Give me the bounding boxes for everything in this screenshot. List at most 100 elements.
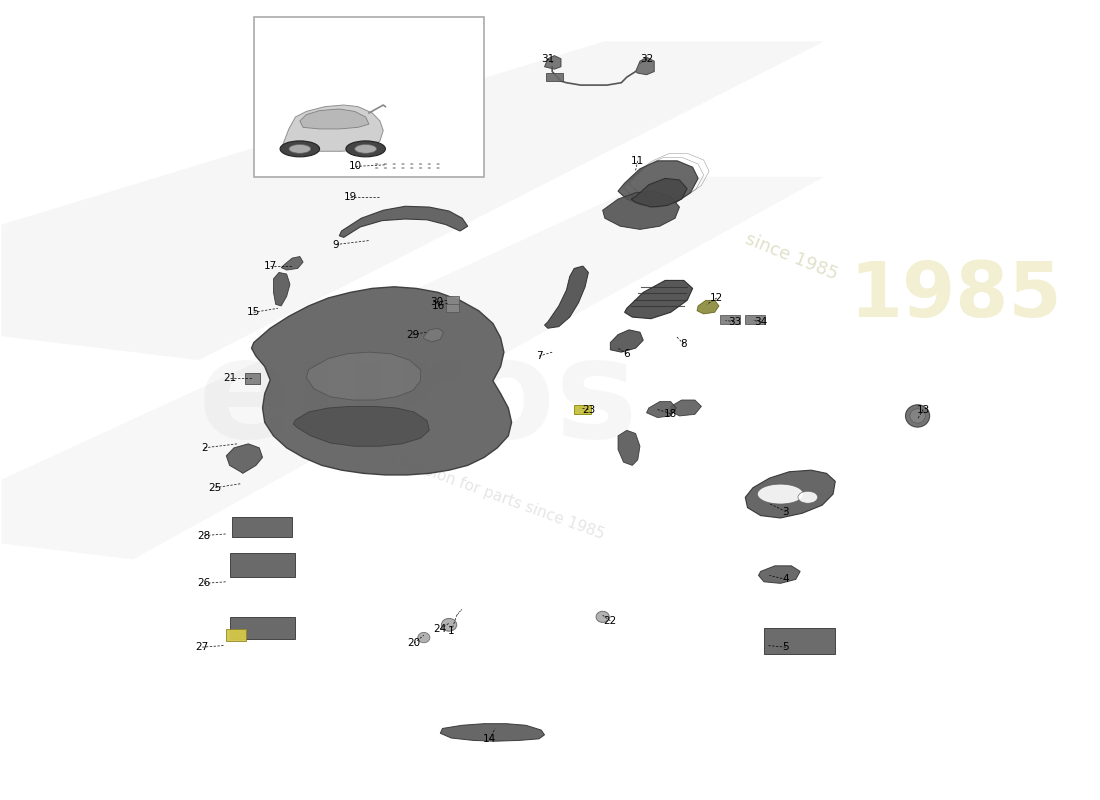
Polygon shape xyxy=(618,430,640,466)
Bar xyxy=(446,296,459,306)
Polygon shape xyxy=(370,161,440,170)
Ellipse shape xyxy=(419,163,422,165)
Ellipse shape xyxy=(596,611,609,622)
Text: 27: 27 xyxy=(196,642,209,652)
Ellipse shape xyxy=(410,167,414,169)
Ellipse shape xyxy=(910,409,925,423)
Polygon shape xyxy=(274,273,290,306)
Text: 14: 14 xyxy=(483,734,496,744)
Ellipse shape xyxy=(280,141,320,157)
Text: 4: 4 xyxy=(782,574,789,584)
Text: 11: 11 xyxy=(631,156,645,166)
Text: 18: 18 xyxy=(664,409,678,418)
Text: 17: 17 xyxy=(264,261,277,271)
Text: 23: 23 xyxy=(582,405,595,414)
Ellipse shape xyxy=(428,167,431,169)
Text: 19: 19 xyxy=(343,192,356,202)
Polygon shape xyxy=(307,352,420,400)
Ellipse shape xyxy=(393,163,396,165)
Polygon shape xyxy=(759,566,800,583)
Ellipse shape xyxy=(428,163,431,165)
Polygon shape xyxy=(636,57,654,74)
Ellipse shape xyxy=(419,167,422,169)
Text: 7: 7 xyxy=(536,351,542,361)
Text: 29: 29 xyxy=(406,330,419,340)
Polygon shape xyxy=(746,470,835,518)
Bar xyxy=(230,553,296,577)
Polygon shape xyxy=(544,56,561,69)
Ellipse shape xyxy=(437,167,440,169)
Text: 12: 12 xyxy=(711,293,724,303)
Text: 26: 26 xyxy=(198,578,211,588)
Bar xyxy=(720,314,740,324)
Bar xyxy=(546,73,563,81)
Text: 30: 30 xyxy=(430,297,443,307)
Polygon shape xyxy=(697,300,719,314)
Ellipse shape xyxy=(384,167,387,169)
Bar xyxy=(232,517,293,537)
Polygon shape xyxy=(227,444,263,474)
Text: 10: 10 xyxy=(349,162,362,171)
Bar xyxy=(245,373,261,384)
Polygon shape xyxy=(610,330,643,352)
Polygon shape xyxy=(282,105,383,151)
Polygon shape xyxy=(618,161,698,207)
Text: a passion for parts since 1985: a passion for parts since 1985 xyxy=(384,449,606,542)
Text: 32: 32 xyxy=(640,54,653,64)
Text: 1: 1 xyxy=(448,626,454,636)
Ellipse shape xyxy=(402,163,405,165)
Ellipse shape xyxy=(355,145,376,154)
Text: 24: 24 xyxy=(433,624,447,634)
Polygon shape xyxy=(1,42,824,360)
Ellipse shape xyxy=(441,618,456,631)
Polygon shape xyxy=(424,328,443,342)
Ellipse shape xyxy=(345,141,385,157)
Ellipse shape xyxy=(393,167,396,169)
Ellipse shape xyxy=(418,632,430,642)
Polygon shape xyxy=(339,206,468,238)
Ellipse shape xyxy=(375,167,378,169)
Ellipse shape xyxy=(798,491,817,503)
Text: 34: 34 xyxy=(754,317,768,327)
Polygon shape xyxy=(294,406,429,446)
Bar xyxy=(574,405,591,414)
Text: since 1985: since 1985 xyxy=(742,230,840,283)
Ellipse shape xyxy=(289,145,310,154)
Polygon shape xyxy=(1,177,824,559)
Text: 3: 3 xyxy=(782,506,789,517)
Bar xyxy=(446,304,459,312)
Text: 6: 6 xyxy=(624,349,630,358)
Text: 13: 13 xyxy=(916,405,930,414)
Text: 28: 28 xyxy=(198,530,211,541)
Ellipse shape xyxy=(905,405,930,427)
Polygon shape xyxy=(603,191,680,230)
Ellipse shape xyxy=(410,163,414,165)
Ellipse shape xyxy=(437,163,440,165)
Text: 22: 22 xyxy=(604,616,617,626)
Text: 5: 5 xyxy=(782,642,789,652)
Polygon shape xyxy=(252,286,512,475)
Ellipse shape xyxy=(375,163,378,165)
Polygon shape xyxy=(625,281,693,318)
Bar xyxy=(764,628,835,654)
Ellipse shape xyxy=(384,163,387,165)
Polygon shape xyxy=(300,109,368,129)
Polygon shape xyxy=(544,266,588,328)
Text: 16: 16 xyxy=(431,301,444,311)
Text: 1985: 1985 xyxy=(849,259,1063,334)
Polygon shape xyxy=(631,178,688,207)
Bar xyxy=(230,617,296,639)
Ellipse shape xyxy=(402,167,405,169)
Text: 20: 20 xyxy=(407,638,420,648)
Text: 2: 2 xyxy=(201,443,208,453)
Text: 8: 8 xyxy=(681,339,688,349)
Text: 21: 21 xyxy=(223,374,236,383)
Polygon shape xyxy=(647,402,676,418)
Text: 25: 25 xyxy=(209,482,222,493)
Text: euros: euros xyxy=(198,333,638,467)
Text: 31: 31 xyxy=(541,54,554,64)
Bar xyxy=(746,314,766,324)
Text: 9: 9 xyxy=(332,239,340,250)
Polygon shape xyxy=(440,724,544,742)
Bar xyxy=(227,629,246,641)
